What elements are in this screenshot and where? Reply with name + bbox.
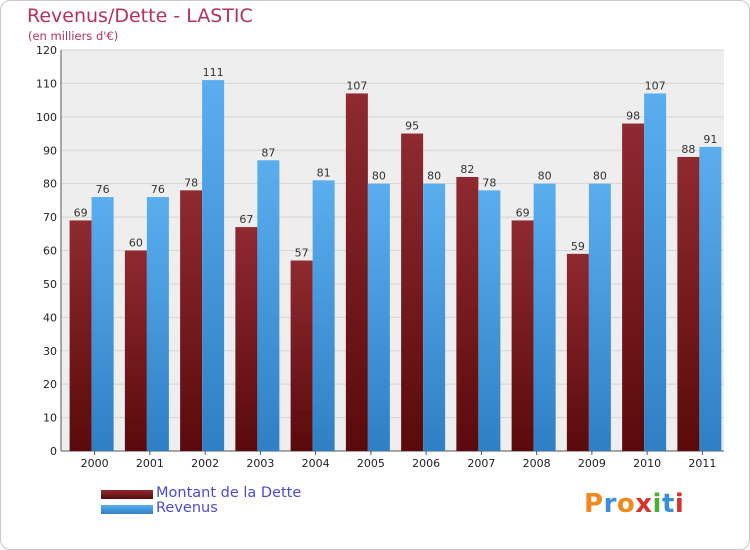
y-tick-label: 0 (50, 445, 57, 458)
legend-swatch-dette (101, 490, 153, 499)
y-tick-label: 50 (43, 278, 57, 291)
value-label-revenus-2002: 111 (203, 66, 224, 79)
value-label-revenus-2009: 80 (593, 170, 607, 183)
value-label-dette-2003: 67 (239, 213, 253, 226)
x-tick-label-2000: 2000 (81, 457, 109, 470)
y-tick-label: 80 (43, 178, 57, 191)
bar-revenus-2002 (202, 80, 225, 451)
chart-title: Revenus/Dette - LASTIC (27, 5, 253, 27)
value-label-revenus-2008: 80 (538, 170, 552, 183)
y-tick-label: 40 (43, 311, 57, 324)
bar-dette-2005 (345, 93, 368, 452)
logo-letter: i (674, 489, 685, 519)
bar-revenus-2011 (699, 146, 722, 452)
bar-dette-2009 (566, 253, 589, 451)
bar-revenus-2010 (644, 93, 667, 452)
value-label-revenus-2001: 76 (151, 183, 165, 196)
legend-swatch-revenus (101, 505, 153, 514)
bar-revenus-2005 (367, 183, 390, 451)
value-label-dette-2011: 88 (681, 143, 695, 156)
x-tick-label-2010: 2010 (633, 457, 661, 470)
bar-dette-2010 (622, 123, 645, 452)
value-label-dette-2006: 95 (405, 120, 419, 133)
value-label-dette-2007: 82 (460, 163, 474, 176)
bar-dette-2011 (677, 156, 700, 451)
bar-dette-2007 (456, 176, 479, 451)
bar-revenus-2009 (588, 183, 611, 451)
bar-revenus-2000 (91, 197, 114, 451)
bar-revenus-2004 (312, 180, 335, 451)
x-tick-label-2005: 2005 (357, 457, 385, 470)
bar-dette-2004 (290, 260, 313, 451)
y-tick-label: 30 (43, 345, 57, 358)
value-label-dette-2000: 69 (74, 206, 88, 219)
y-tick-label: 120 (36, 44, 57, 57)
bar-dette-2008 (511, 220, 534, 451)
logo-letter: x (635, 489, 653, 519)
logo-letter: t (661, 489, 675, 519)
value-labels: 69 76 60 76 78 111 67 87 57 81 107 80 95 80 82 78 69 80 59… (74, 66, 718, 259)
value-label-dette-2001: 60 (129, 237, 143, 250)
bar-revenus-2006 (423, 183, 446, 451)
logo-letter: r (603, 489, 617, 519)
bar-dette-2006 (401, 133, 424, 451)
value-label-dette-2008: 69 (516, 206, 530, 219)
y-tick-label: 100 (36, 111, 57, 124)
x-axis: 2000 2001 2002 2003 2004 2005 2006 2007 2008 2009… (81, 451, 716, 470)
legend-label-revenus: Revenus (156, 500, 218, 516)
proxiti-logo: Proxiti (584, 489, 684, 519)
value-label-revenus-2007: 78 (482, 176, 496, 189)
value-label-dette-2002: 78 (184, 176, 198, 189)
y-tick-label: 20 (43, 378, 57, 391)
legend-label-dette: Montant de la Dette (156, 485, 302, 501)
chart-subtitle: (en milliers d'€) (28, 29, 119, 43)
y-tick-label: 10 (43, 412, 57, 425)
x-tick-label-2006: 2006 (412, 457, 440, 470)
bar-dette-2001 (124, 250, 147, 451)
x-tick-label-2008: 2008 (523, 457, 551, 470)
x-tick-label-2002: 2002 (191, 457, 219, 470)
logo-letter: P (584, 489, 604, 519)
logo-letter: o (616, 489, 636, 519)
grid-lines (61, 49, 724, 452)
value-label-revenus-2003: 87 (261, 146, 275, 159)
x-tick-label-2004: 2004 (302, 457, 330, 470)
value-label-dette-2005: 107 (346, 79, 367, 92)
y-tick-label: 70 (43, 211, 57, 224)
x-tick-label-2009: 2009 (578, 457, 606, 470)
bar-dette-2002 (180, 190, 203, 451)
value-label-revenus-2010: 107 (645, 79, 666, 92)
value-label-dette-2009: 59 (571, 240, 585, 253)
bar-revenus-2008 (533, 183, 556, 451)
value-label-revenus-2000: 76 (96, 183, 110, 196)
bar-revenus-2001 (146, 197, 169, 451)
logo-letter: i (652, 489, 662, 519)
y-tick-label: 110 (36, 77, 57, 90)
value-label-revenus-2005: 80 (372, 170, 386, 183)
bar-dette-2003 (235, 227, 258, 451)
y-tick-label: 60 (43, 245, 57, 258)
bars (69, 80, 722, 452)
x-tick-label-2007: 2007 (467, 457, 495, 470)
x-tick-label-2001: 2001 (136, 457, 164, 470)
y-axis: 0 10 20 30 40 50 60 70 80 90 100 110 120 (36, 44, 62, 458)
x-tick-label-2011: 2011 (688, 457, 716, 470)
value-label-dette-2004: 57 (295, 247, 309, 260)
value-label-revenus-2004: 81 (317, 166, 331, 179)
value-label-revenus-2011: 91 (703, 133, 717, 146)
value-label-dette-2010: 98 (626, 110, 640, 123)
y-tick-label: 90 (43, 144, 57, 157)
value-label-revenus-2006: 80 (427, 170, 441, 183)
x-tick-label-2003: 2003 (246, 457, 274, 470)
bar-dette-2000 (69, 220, 92, 451)
bar-revenus-2003 (257, 160, 280, 451)
bar-revenus-2007 (478, 190, 501, 451)
